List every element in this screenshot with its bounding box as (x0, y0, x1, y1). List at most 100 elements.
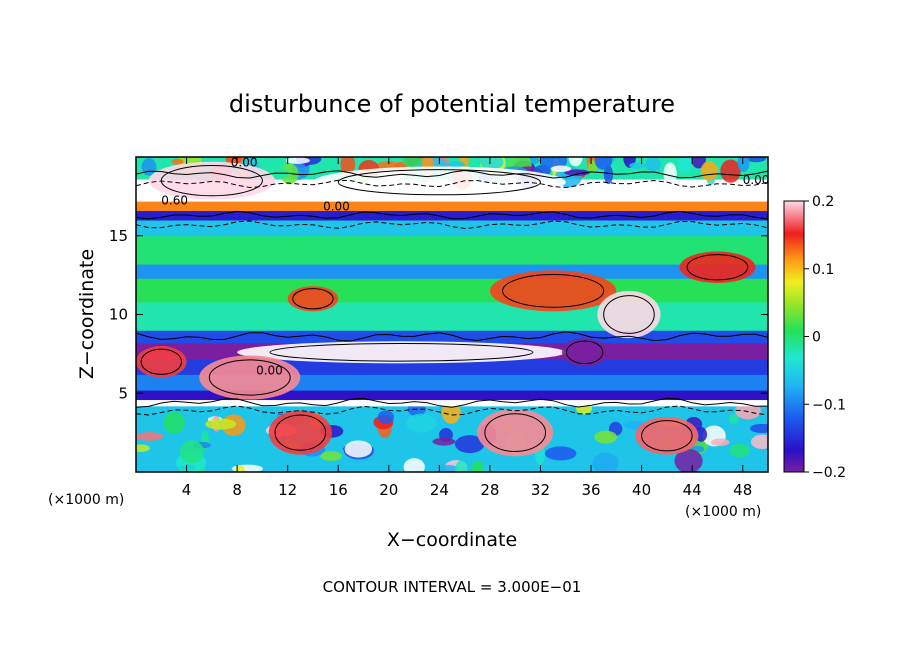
field-blob (285, 157, 310, 164)
contour-line (136, 210, 768, 220)
field-blob (564, 169, 590, 176)
field-patch (136, 346, 187, 378)
field-blob (136, 432, 164, 441)
field-patch (237, 341, 566, 364)
contour-line (136, 220, 768, 230)
x-tick-label: 40 (632, 481, 651, 499)
x-tick-label: 24 (430, 481, 449, 499)
field-blob (544, 446, 577, 461)
y-tick-label: 5 (118, 384, 128, 402)
colorbar-tick-label: −0.2 (812, 465, 846, 481)
colorbar-tick-label: −0.1 (812, 397, 846, 413)
field-patch (287, 286, 339, 312)
contour-ring (269, 342, 534, 362)
x-tick-label: 20 (379, 481, 398, 499)
field-blob (258, 425, 267, 449)
field-band (136, 330, 768, 344)
colorbar-gradient (783, 200, 805, 473)
x-unit-right: (×1000 m) (685, 504, 761, 520)
contour-line (136, 397, 768, 408)
chart-title: disturbunce of potential temperature (229, 90, 675, 118)
field-blob (454, 435, 485, 454)
field-patch (489, 270, 617, 312)
contour-label: 0.00 (743, 173, 770, 187)
field-blob (377, 410, 395, 424)
x-tick-label: 8 (232, 481, 242, 499)
field-blob (136, 444, 150, 453)
field-blob (729, 443, 750, 458)
field-blob (568, 157, 583, 167)
x-tick-label: 48 (733, 481, 752, 499)
contour-line (136, 179, 768, 189)
contour-label: 0.00 (231, 155, 258, 169)
contour-ring (292, 288, 334, 310)
field-blob (749, 423, 768, 433)
field-blob (402, 157, 423, 169)
field-blob (592, 452, 619, 472)
contour-ring (274, 414, 327, 451)
field-blob (728, 414, 739, 424)
field-band (136, 399, 768, 407)
field-band (136, 264, 768, 279)
field-blob (663, 162, 677, 185)
field-patch (148, 161, 276, 200)
y-axis: 5 10 15 (109, 227, 768, 402)
field-patch (268, 410, 332, 455)
field-blob (720, 159, 741, 183)
x-tick-label: 4 (182, 481, 192, 499)
contour-line (136, 331, 768, 342)
field-blob (629, 162, 646, 169)
field-blob (406, 413, 437, 433)
contour-line (136, 405, 768, 416)
field-band (136, 210, 768, 221)
x-axis: 4 8 12 16 20 24 28 32 36 40 44 48 (182, 157, 752, 499)
y-tick-label: 15 (109, 227, 128, 245)
contour-label: 0.60 (161, 193, 188, 207)
field-blob (480, 157, 504, 170)
contour-line (136, 169, 768, 179)
contour-ring (502, 273, 605, 308)
contour-ring (160, 165, 263, 197)
field-blob (711, 438, 730, 447)
field-blob (447, 161, 466, 168)
x-tick-label: 44 (683, 481, 702, 499)
x-axis-label: X−coordinate (387, 529, 517, 551)
field-patch (199, 355, 301, 400)
contour-labels: 0.00 0.00 0.60 0.00 0.00 (161, 155, 769, 377)
field-blob (344, 440, 373, 458)
contour-label: 0.00 (256, 363, 283, 377)
field-blob (603, 165, 614, 185)
x-tick-label: 36 (581, 481, 600, 499)
field-blob (163, 411, 185, 435)
field-blob (471, 461, 484, 472)
field-patch (477, 409, 554, 457)
contour-ring (686, 254, 749, 281)
contour-interval-footer: CONTOUR INTERVAL = 3.000E−01 (323, 578, 582, 596)
field-blob (454, 460, 468, 472)
x-tick-label: 32 (531, 481, 550, 499)
field-blob (594, 430, 618, 444)
field-blob (594, 157, 613, 170)
colorbar-tick-label: 0.2 (812, 194, 834, 210)
x-tick-label: 28 (480, 481, 499, 499)
field-blob (750, 434, 768, 450)
field-blob (179, 440, 204, 464)
field-patch (635, 416, 699, 455)
field-blob (438, 464, 459, 472)
contour-label: 0.00 (323, 200, 350, 214)
field-blob (550, 165, 572, 172)
field-blob (674, 448, 703, 472)
field-blob (645, 157, 661, 172)
field-patch (312, 166, 566, 198)
plot-area (136, 157, 768, 472)
field-blob (225, 157, 244, 164)
field-blob (677, 157, 693, 173)
field-patch (561, 338, 608, 367)
x-tick-label: 16 (329, 481, 348, 499)
contour-ring (566, 340, 604, 365)
colorbar-tick-label: 0.1 (812, 262, 834, 278)
x-unit-left: (×1000 m) (48, 492, 124, 508)
contour-ring (208, 359, 291, 396)
contour-ring (484, 413, 547, 453)
field-band (136, 220, 768, 237)
